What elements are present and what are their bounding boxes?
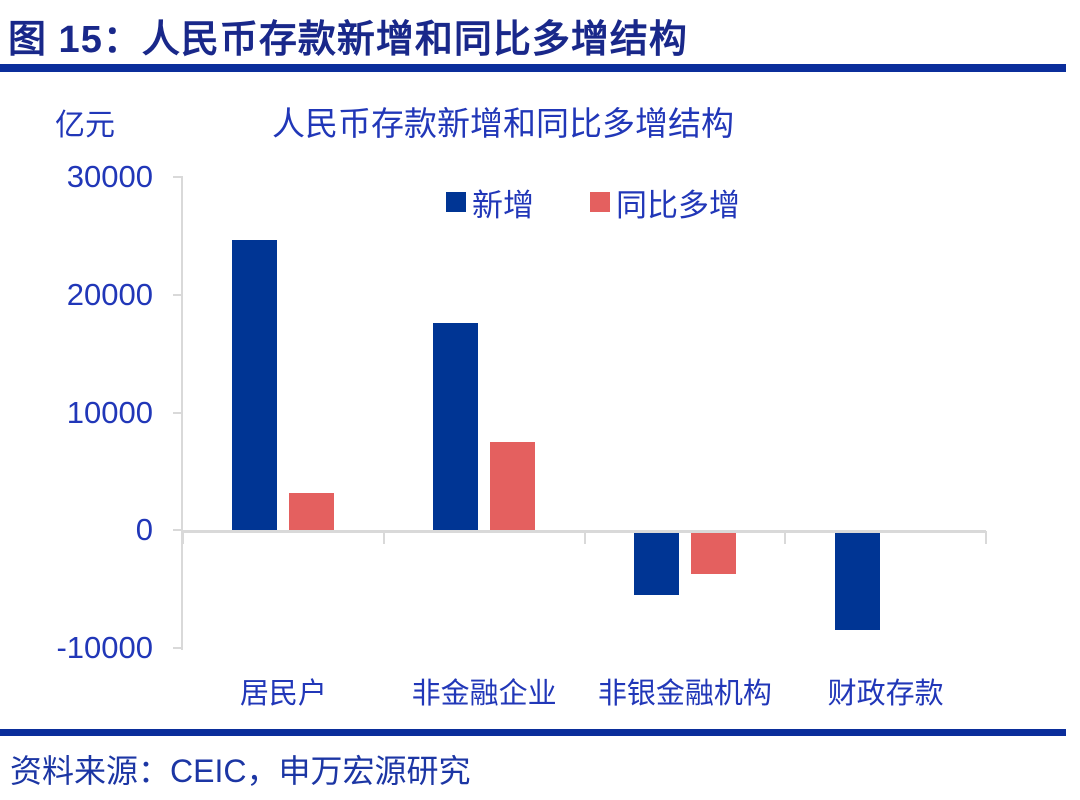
legend-label: 同比多增	[616, 187, 740, 223]
chart-legend: 新增 同比多增	[446, 180, 740, 224]
x-tick-mark	[382, 531, 385, 544]
y-axis-line	[181, 177, 183, 650]
y-tick-mark	[173, 293, 183, 296]
x-tick-mark	[583, 531, 586, 544]
source-attribution: 资料来源：CEIC，申万宏源研究	[10, 753, 471, 789]
x-tick-mark	[182, 531, 184, 544]
chart-title: 人民币存款新增和同比多增结构	[272, 105, 734, 142]
category-label: 非银金融机构	[597, 678, 772, 710]
y-tick-mark	[173, 176, 183, 178]
y-tick-label: 20000	[66, 276, 153, 312]
category-label: 居民户	[239, 678, 327, 710]
category-label: 财政存款	[827, 678, 944, 710]
legend-label: 新增	[472, 187, 534, 223]
bar	[633, 533, 679, 596]
figure-header-title: 图 15：人民币存款新增和同比多增结构	[8, 19, 688, 61]
y-axis-unit-label: 亿元	[55, 109, 115, 142]
y-tick-mark	[173, 647, 183, 649]
category-label: 非金融企业	[411, 678, 557, 710]
y-tick-mark	[173, 529, 183, 532]
bar	[232, 240, 278, 531]
bar	[433, 322, 479, 531]
bar	[834, 533, 880, 630]
header-divider-rule	[0, 64, 1066, 72]
bar	[690, 533, 736, 575]
bar	[490, 441, 536, 531]
legend-item: 同比多增	[590, 180, 740, 225]
x-tick-mark	[784, 531, 787, 544]
y-tick-label: 30000	[66, 159, 153, 194]
y-tick-mark	[173, 411, 183, 414]
x-tick-mark	[985, 531, 987, 544]
bar	[289, 493, 335, 531]
footer-divider-rule	[0, 729, 1066, 736]
legend-item: 新增	[446, 180, 534, 225]
y-tick-label: -10000	[56, 630, 153, 665]
legend-swatch-icon	[590, 192, 610, 212]
y-tick-label: 0	[135, 512, 153, 548]
legend-swatch-icon	[446, 192, 466, 212]
y-tick-label: 10000	[66, 394, 153, 430]
